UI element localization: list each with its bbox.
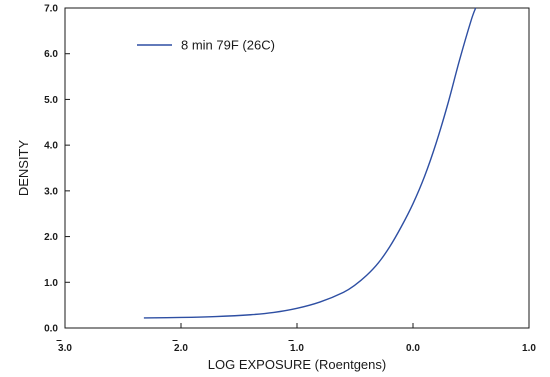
x-tick-digit: 2 (174, 343, 180, 354)
x-tick-label: 1.0 (522, 343, 536, 354)
y-tick-label: 5.0 (44, 95, 58, 106)
x-tick-digit: 0 (406, 343, 412, 354)
plot-area-frame (64, 7, 530, 329)
x-tick-decimal: .0 (296, 343, 305, 354)
legend: 8 min 79F (26C) (137, 38, 275, 53)
x-tick-label: 3.0 (58, 343, 72, 354)
series-line (143, 7, 477, 319)
y-tick-label: 4.0 (44, 141, 58, 152)
x-tick-label: 1.0 (290, 343, 304, 354)
x-tick-decimal: .0 (64, 343, 73, 354)
y-tick-label: 7.0 (44, 4, 58, 15)
x-axis-ticks: 3.0 2.0 1.0 0.0 1.0 (56, 323, 536, 354)
y-tick-label: 0.0 (44, 324, 58, 335)
y-tick-label: 6.0 (44, 49, 58, 60)
y-tick-label: 3.0 (44, 186, 58, 197)
x-tick-decimal: .0 (180, 343, 189, 354)
series-layer (143, 7, 477, 319)
x-tick-label: 2.0 (174, 343, 188, 354)
x-tick-decimal: .0 (528, 343, 537, 354)
y-tick-label: 2.0 (44, 232, 58, 243)
x-axis-title: LOG EXPOSURE (Roentgens) (208, 357, 386, 372)
y-axis-title: DENSITY (16, 140, 31, 197)
legend-label: 8 min 79F (26C) (181, 38, 275, 53)
y-axis-ticks: 0.0 1.0 2.0 3.0 4.0 5.0 6.0 7.0 (44, 4, 70, 335)
x-tick-digit: 1 (290, 343, 296, 354)
y-tick-label: 1.0 (44, 278, 58, 289)
x-tick-label: 0.0 (406, 343, 420, 354)
x-tick-decimal: .0 (412, 343, 421, 354)
x-tick-digit: 1 (522, 343, 528, 354)
x-tick-digit: 3 (58, 343, 64, 354)
